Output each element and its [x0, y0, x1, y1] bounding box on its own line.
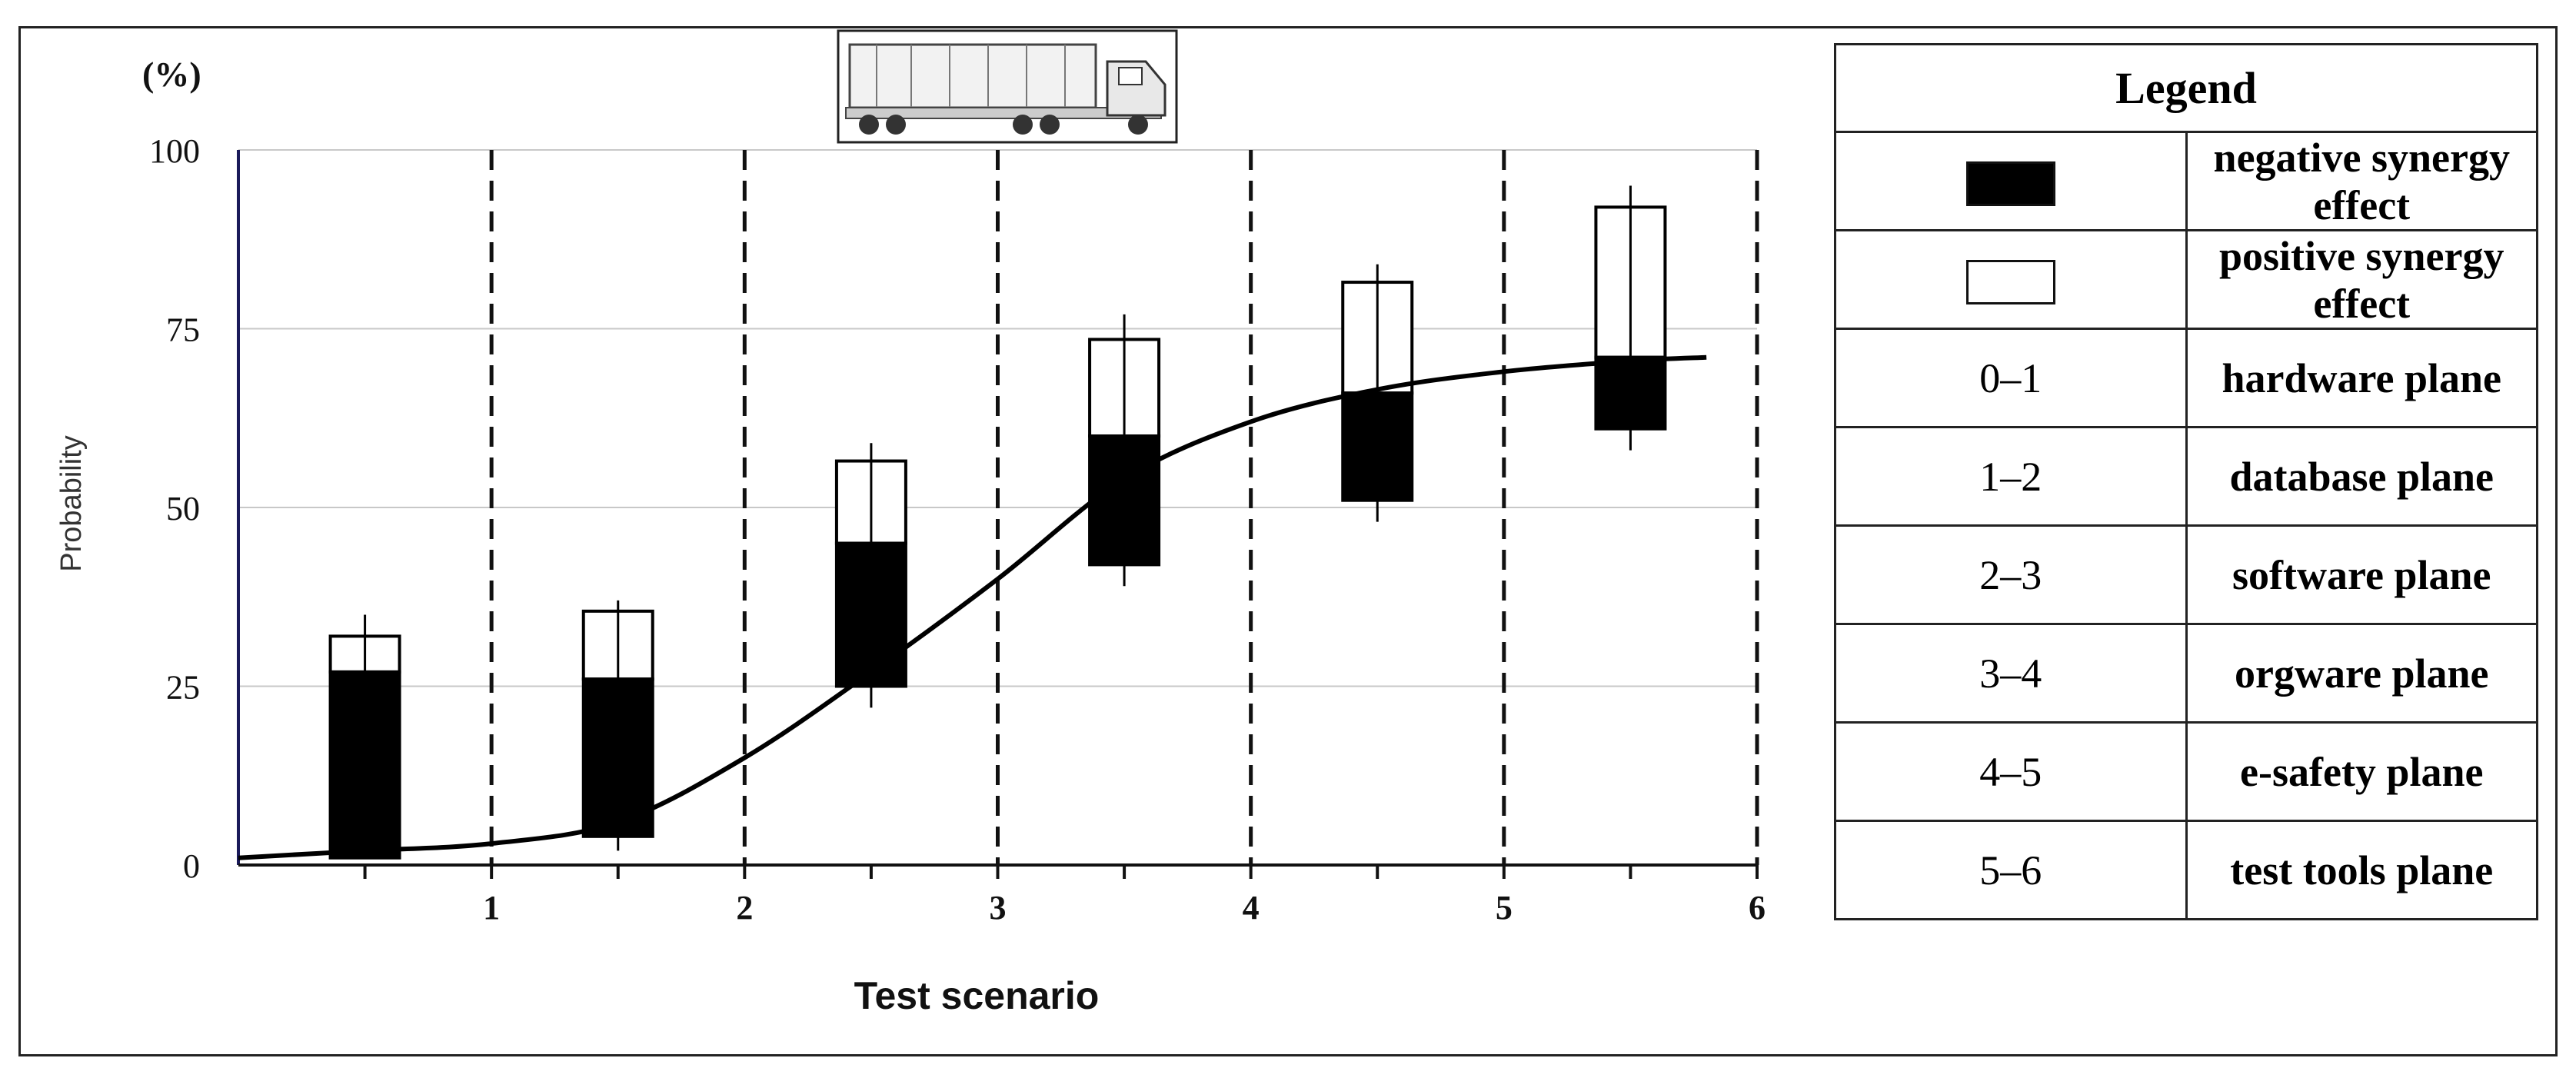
x-axis-label: Test scenario	[854, 974, 1100, 1017]
x-tick-label: 5	[1496, 889, 1513, 927]
legend-row: 1–2 database plane	[1834, 426, 2538, 527]
legend-title: Legend	[1834, 43, 2538, 133]
unit-label: (%)	[142, 55, 201, 94]
y-tick-labels: 0 25 50 75 100	[149, 132, 200, 885]
legend-row: 2–3 software plane	[1834, 524, 2538, 625]
legend-key: 0–1	[1834, 328, 2188, 428]
x-tick-labels: 1 2 3 4 5 6	[363, 865, 1766, 927]
x-tick-label: 6	[1749, 889, 1766, 927]
legend-label: positive synergy effect	[2185, 229, 2538, 330]
legend-row: 5–6 test tools plane	[1834, 820, 2538, 920]
legend-row: 0–1 hardware plane	[1834, 328, 2538, 428]
legend-key: 2–3	[1834, 524, 2188, 625]
legend-label: database plane	[2185, 426, 2538, 527]
legend-label: software plane	[2185, 524, 2538, 625]
legend-row: positive synergy effect	[1834, 229, 2538, 330]
legend-row: negative synergy effect	[1834, 131, 2538, 231]
y-tick-label: 25	[166, 669, 200, 707]
trend-curve	[238, 354, 1707, 860]
y-axis-label: Probability	[55, 435, 88, 571]
y-tick-label: 0	[183, 847, 200, 885]
x-tick-label: 2	[736, 889, 753, 927]
legend-key: 3–4	[1834, 623, 2188, 724]
black-box-icon	[1965, 161, 2055, 207]
legend-key: 4–5	[1834, 721, 2188, 822]
x-tick-label: 4	[1243, 889, 1260, 927]
scenario-dividers	[489, 150, 1759, 865]
figure-frame	[18, 26, 2558, 1056]
y-tick-label: 50	[166, 490, 200, 527]
legend-label: hardware plane	[2185, 328, 2538, 428]
truck-icon	[837, 29, 1178, 144]
legend-swatch-positive	[1834, 229, 2188, 330]
legend-key: 5–6	[1834, 820, 2188, 920]
y-tick-label: 75	[166, 311, 200, 349]
x-tick-label: 3	[990, 889, 1007, 927]
legend-key: 1–2	[1834, 426, 2188, 527]
legend-row: 3–4 orgware plane	[1834, 623, 2538, 724]
x-tick-label: 1	[483, 889, 500, 927]
legend-label: test tools plane	[2185, 820, 2538, 920]
legend-label: negative synergy effect	[2185, 131, 2538, 231]
legend-row: 4–5 e-safety plane	[1834, 721, 2538, 822]
legend-label: e-safety plane	[2185, 721, 2538, 822]
white-box-icon	[1965, 260, 2055, 305]
y-tick-label: 100	[149, 132, 200, 170]
legend: Legend negative synergy effect positive …	[1834, 43, 2538, 920]
error-bars	[364, 185, 1632, 858]
legend-swatch-negative	[1834, 131, 2188, 231]
legend-label: orgware plane	[2185, 623, 2538, 724]
